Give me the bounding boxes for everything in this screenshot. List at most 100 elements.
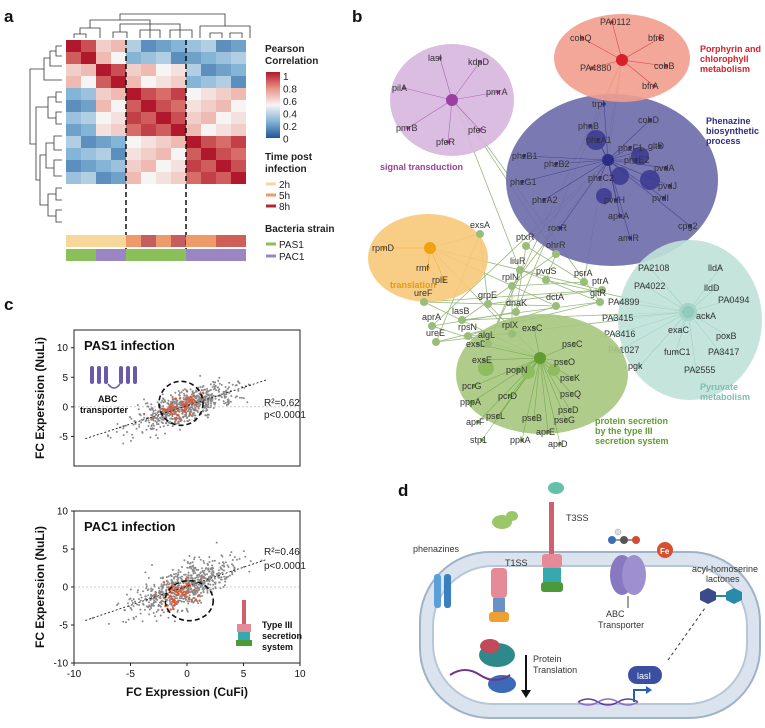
heatmap-cell (201, 88, 216, 100)
node (521, 365, 535, 379)
scatter-point (218, 398, 220, 401)
scatter-point (162, 600, 165, 603)
gene-label: phzG1 (510, 177, 537, 187)
highlight-point (177, 409, 180, 412)
heatmap-cell (156, 40, 171, 52)
scatter-point (182, 396, 185, 399)
heatmap-cell (216, 88, 231, 100)
scatter-point (151, 414, 154, 417)
highlight-point (185, 390, 189, 393)
scatter-point (154, 601, 157, 603)
scatter-point (204, 396, 207, 399)
cluster-edge (539, 343, 575, 359)
scatter-point (196, 574, 199, 577)
heatmap-cell (156, 52, 171, 64)
pearson-ticks: 1 0.80.6 0.40.2 0 (283, 72, 297, 146)
scatter-point (144, 402, 147, 405)
scatter-point (208, 394, 211, 397)
scatter-point (188, 408, 190, 411)
scatter-point (158, 596, 161, 599)
scatter-point (181, 600, 183, 603)
highlight-point (185, 402, 188, 405)
scatter-point (227, 398, 230, 401)
gene-node (618, 214, 622, 218)
heatmap-cell (111, 136, 126, 148)
connector-node (522, 242, 530, 250)
scatter-point (178, 402, 181, 405)
gene-node (564, 418, 568, 422)
heatmap-cell (126, 100, 141, 112)
gene-label: PA0494 (718, 295, 749, 305)
gene-node (520, 438, 524, 442)
cluster-hub (424, 242, 436, 254)
heatmap-cell (126, 88, 141, 100)
gene-label: pscC (562, 339, 583, 349)
scatter-point (182, 416, 185, 419)
highlight-point (193, 588, 196, 592)
heatmap-cell (111, 40, 126, 52)
scatter-point (205, 392, 208, 395)
scatter-point (159, 601, 161, 604)
node (611, 167, 629, 185)
scatter-point (187, 602, 190, 605)
scatter-point (136, 404, 139, 406)
heatmap-cell (141, 160, 156, 172)
heatmap-cell (216, 76, 231, 88)
gene-label: PA0112 (600, 17, 631, 27)
highlight-point (182, 593, 186, 596)
gene-label: pgk (628, 361, 643, 371)
heatmap-cell (201, 112, 216, 124)
gene-node (532, 416, 536, 420)
scatter-point (181, 566, 183, 568)
cluster-edge (603, 103, 609, 161)
heatmap-cell (81, 148, 96, 160)
heatmap-cell (96, 136, 111, 148)
time-title-2: infection (265, 164, 307, 175)
scatter-point (208, 556, 211, 558)
scatter-point (191, 415, 194, 418)
connector-label: rpsN (458, 322, 477, 332)
gene-label: pcrD (498, 391, 518, 401)
scatter-point (186, 610, 189, 613)
cluster-edge (451, 61, 481, 101)
heatmap-cell (156, 100, 171, 112)
scatter-point (216, 386, 219, 389)
pearson-title-1: Pearson (265, 44, 304, 55)
heatmap-cell (156, 112, 171, 124)
scatter-point (151, 594, 154, 597)
scatter-point (194, 567, 197, 570)
connector-label: lasB (452, 306, 470, 316)
scatter-point (202, 586, 205, 589)
scatter-point (177, 420, 180, 423)
scatter-point (228, 381, 231, 384)
ribosome-icon (449, 639, 516, 693)
scatter-point (179, 428, 181, 431)
x-tick-label: 10 (294, 669, 306, 680)
highlight-point (169, 608, 172, 611)
network-edge (519, 269, 547, 281)
scatter-point (139, 612, 142, 615)
scatter-point (225, 393, 228, 396)
scatter-point (190, 576, 193, 579)
heatmap-cell (126, 112, 141, 124)
heatmap-cell (171, 76, 186, 88)
scatter-point (138, 425, 141, 428)
highlight-point (161, 608, 164, 612)
heatmap-cell (186, 76, 201, 88)
scatter-point (140, 418, 143, 421)
scatter-point (107, 622, 110, 625)
highlight-point (178, 397, 182, 400)
iron-icon (657, 542, 673, 558)
scatter-point (224, 561, 227, 564)
scatter-point (157, 419, 160, 422)
scatter-point (194, 417, 196, 420)
scatter-point (176, 609, 179, 612)
highlight-point (188, 597, 191, 601)
scatter-point (169, 603, 172, 605)
scatter-point (173, 402, 176, 405)
gene-node (480, 438, 484, 442)
gene-label: pfeR (436, 137, 456, 147)
scatter-point (211, 580, 214, 583)
scatter-point (152, 604, 155, 607)
scatter-point (180, 610, 183, 612)
